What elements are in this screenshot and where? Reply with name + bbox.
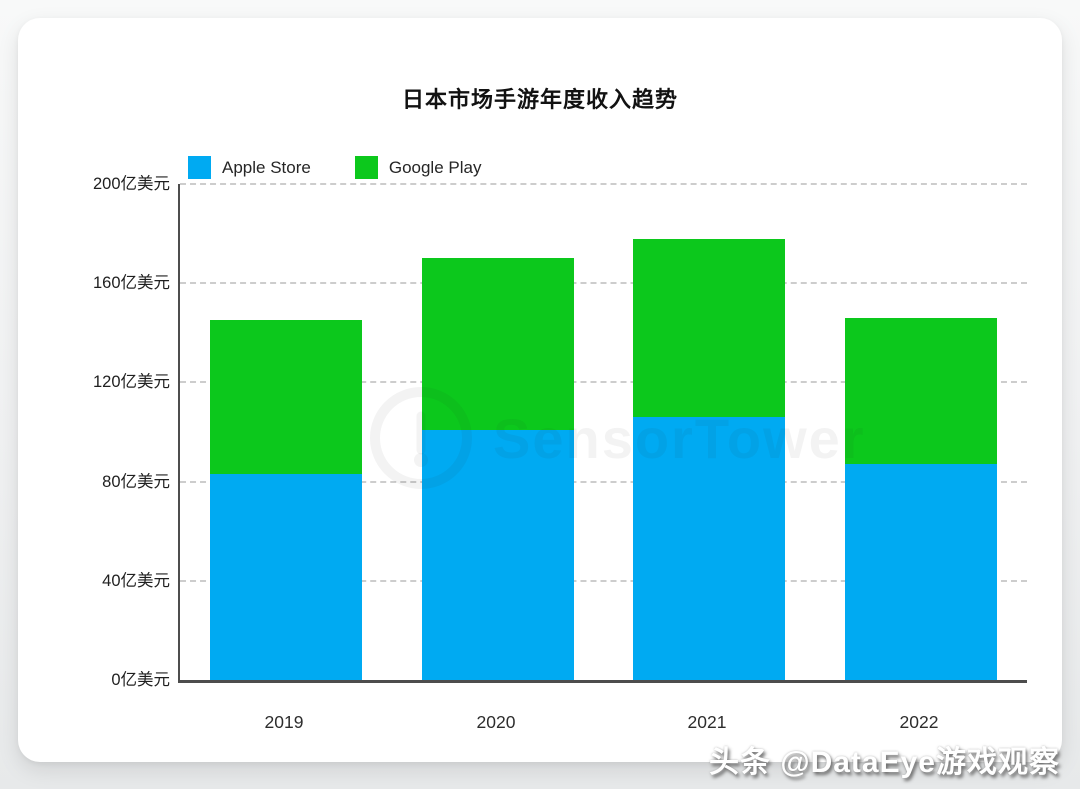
y-axis-labels: 0亿美元 40亿美元 80亿美元 120亿美元 160亿美元 200亿美元 [46,175,170,689]
chart-card: 日本市场手游年度收入趋势 Apple Store Google Play 0亿美… [18,18,1062,762]
y-tick-label: 160亿美元 [92,274,170,293]
gridline-80 [180,480,1027,483]
y-tick-label: 120亿美元 [92,373,170,392]
y-tick-label: 80亿美元 [102,472,170,491]
legend-item-google-play: Google Play [354,156,482,179]
legend-swatch-apple-store [188,156,211,179]
chart-title: 日本市场手游年度收入趋势 [401,87,678,112]
bar-segment-2020-apple-store [422,429,574,680]
x-tick-label-2022: 2022 [899,712,939,732]
y-tick-label: 200亿美元 [92,175,170,193]
gridline-160 [180,282,1027,285]
x-tick-label-2019: 2019 [264,712,304,732]
x-tick-label-2020: 2020 [476,712,516,732]
byline-watermark: 头条 @DataEye游戏观察 [709,746,1060,779]
y-tick-label: 40亿美元 [102,571,170,590]
legend-label-google-play: Google Play [388,157,482,177]
y-tick-label: 0亿美元 [111,671,170,689]
gridline-200 [180,183,1027,185]
bar-segment-2022-apple-store [845,464,997,680]
plot-area: SensorTower [178,183,1027,683]
bar-segment-2019-apple-store [210,474,362,680]
gridline-120 [180,381,1027,384]
bar-segment-2021-apple-store [633,417,785,680]
legend-label-apple-store: Apple Store [222,157,311,177]
x-tick-label-2021: 2021 [687,712,727,732]
bar-segment-2021-google-play [633,238,785,418]
bar-segment-2022-google-play [845,317,997,465]
bar-segment-2020-google-play [422,258,574,430]
x-axis-labels: 2019 2020 2021 2022 [178,698,1025,732]
gridline-40 [180,579,1027,582]
legend: Apple Store Google Play [188,156,481,179]
bar-segment-2019-google-play [210,320,362,475]
legend-item-apple-store: Apple Store [188,156,311,179]
legend-swatch-google-play [354,156,378,179]
